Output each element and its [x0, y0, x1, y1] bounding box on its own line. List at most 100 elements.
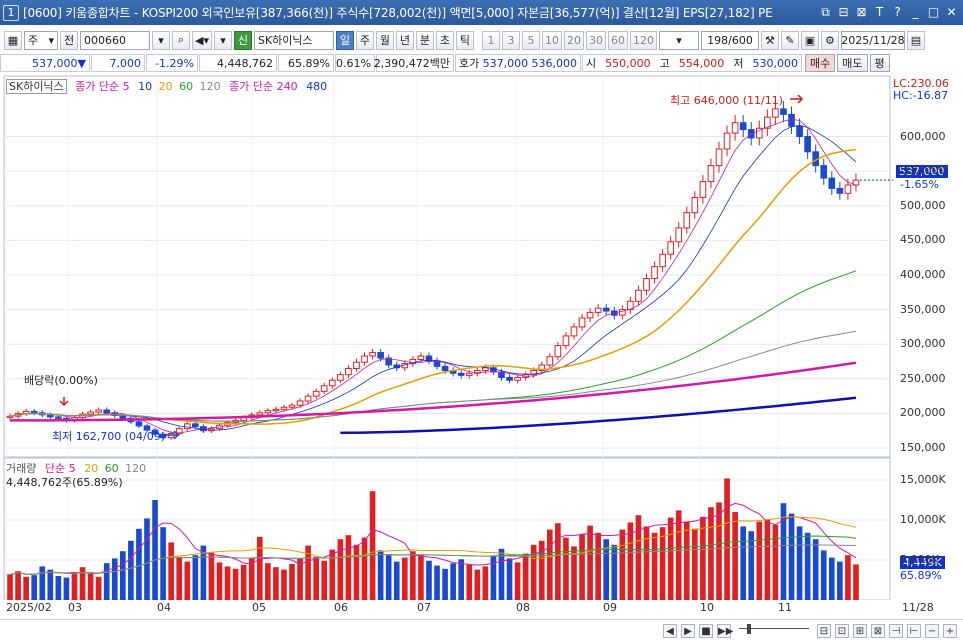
- ma-line-60: [9, 270, 857, 422]
- volume-bar: [176, 556, 183, 600]
- text-icon[interactable]: T: [875, 5, 884, 19]
- interval-20[interactable]: 20: [563, 30, 584, 50]
- layout-icon[interactable]: ⊠: [856, 5, 867, 19]
- period-day[interactable]: 일: [335, 30, 354, 50]
- zoom-in-button[interactable]: +: [943, 623, 957, 638]
- view-2-button[interactable]: ⊡: [835, 623, 849, 638]
- search-button[interactable]: ⌕: [172, 30, 190, 50]
- date-field[interactable]: 2025/11/28: [840, 30, 905, 50]
- candle-body: [320, 385, 328, 392]
- legend-vol-ma-60[interactable]: 60: [104, 462, 119, 475]
- save-button[interactable]: ▣: [800, 30, 819, 50]
- open-price: 550,000: [605, 56, 651, 70]
- sell-button[interactable]: 매도: [837, 54, 868, 72]
- fast-forward-button[interactable]: ▶▶: [717, 623, 734, 638]
- stock-code-input[interactable]: 000660: [80, 30, 150, 50]
- volume-bar: [240, 564, 247, 600]
- sound-button[interactable]: ◀▾: [192, 30, 212, 50]
- credit-badge[interactable]: 신: [233, 30, 252, 50]
- interval-3[interactable]: 3: [501, 30, 520, 50]
- interval-10[interactable]: 10: [541, 30, 562, 50]
- period-minute[interactable]: 분: [415, 30, 434, 50]
- close-button[interactable]: ✕: [946, 5, 957, 19]
- price-legend: SK하이닉스 종가 단순 5 10 20 60 120 종가 단순 240 48…: [6, 78, 332, 94]
- x-tick-label: 03: [68, 601, 82, 614]
- zoom-slider[interactable]: [739, 623, 809, 634]
- view-6-button[interactable]: ⊢: [907, 623, 921, 638]
- split-icon[interactable]: ⊟: [838, 5, 849, 19]
- candle-body: [764, 116, 771, 129]
- legend-vol-ma-20[interactable]: 20: [84, 462, 99, 475]
- prev-button[interactable]: 전: [60, 30, 78, 50]
- legend-ma-120[interactable]: 120: [199, 80, 221, 93]
- interval-30[interactable]: 30: [585, 30, 606, 50]
- buy-button[interactable]: 매수: [805, 54, 836, 72]
- help-icon[interactable]: ?: [894, 5, 901, 19]
- chart-canvas[interactable]: [0, 75, 963, 600]
- count-field[interactable]: 198/600: [700, 30, 759, 50]
- candle-body: [183, 423, 191, 430]
- volume-bar: [635, 515, 642, 600]
- maximize-button[interactable]: □: [927, 5, 940, 19]
- legend-ma-480[interactable]: 480: [306, 80, 328, 93]
- volume-bar: [490, 556, 497, 600]
- title-bar: 1 [0600] 키움종합차트 - KOSPI200 외국인보유[387,366…: [0, 0, 963, 25]
- legend-ma-long[interactable]: 종가 단순 240: [229, 80, 298, 93]
- view-3-button[interactable]: ⊞: [853, 623, 867, 638]
- settings-button[interactable]: ⚙: [820, 30, 839, 50]
- legend-ma-short[interactable]: 종가 단순 5: [75, 80, 130, 93]
- window-number: 1: [3, 4, 19, 21]
- volume-bar: [385, 555, 392, 600]
- interval-1[interactable]: 1: [481, 30, 500, 50]
- view-4-button[interactable]: ⊠: [871, 623, 885, 638]
- view-1-button[interactable]: ⊟: [817, 623, 831, 638]
- period-year[interactable]: 년: [395, 30, 414, 50]
- legend-ma-60[interactable]: 60: [179, 80, 194, 93]
- stop-button[interactable]: ■: [699, 623, 713, 638]
- volume-bar: [256, 536, 263, 600]
- scroll-left-button[interactable]: ◀: [663, 623, 677, 638]
- interval-5[interactable]: 5: [521, 30, 540, 50]
- price-tick-label: 150,000: [900, 441, 946, 455]
- legend-vol-ma-120[interactable]: 120: [125, 462, 147, 475]
- link-window-icon[interactable]: ⧉: [821, 5, 830, 19]
- count-value: 198: [707, 33, 729, 47]
- candle-body: [151, 429, 159, 435]
- down-arrow-icon: ▼: [77, 56, 86, 70]
- period-week[interactable]: 주: [355, 30, 374, 50]
- volume-ma-line-120: [9, 544, 856, 575]
- save-icon: ▣: [804, 33, 816, 47]
- volume-bar: [579, 534, 585, 600]
- interval-120[interactable]: 120: [629, 30, 657, 50]
- calendar-button[interactable]: ▤: [906, 30, 925, 50]
- zoom-slider-handle[interactable]: [747, 623, 751, 634]
- candle-body: [256, 412, 264, 416]
- interval-60[interactable]: 60: [607, 30, 628, 50]
- grid-icon[interactable]: ▦: [4, 30, 22, 50]
- legend-vol-ma[interactable]: 단순 5: [44, 462, 76, 475]
- legend-ma-20[interactable]: 20: [158, 80, 173, 93]
- options-button[interactable]: ▾: [213, 30, 232, 50]
- market-type-select[interactable]: 주 ▾: [24, 30, 58, 50]
- period-second[interactable]: 초: [435, 30, 454, 50]
- x-tick-label: 08: [516, 601, 530, 614]
- indicator-button[interactable]: ⚒: [760, 30, 779, 50]
- custom-interval-select[interactable]: ▾: [658, 30, 699, 50]
- view-5-button[interactable]: ⊣: [889, 623, 903, 638]
- eval-button[interactable]: 평: [869, 54, 890, 72]
- legend-stock-name[interactable]: SK하이닉스: [6, 79, 67, 94]
- draw-button[interactable]: ✎: [780, 30, 799, 50]
- volume-bar: [418, 554, 424, 600]
- volume-bar: [812, 539, 819, 600]
- legend-volume-name[interactable]: 거래량: [6, 462, 37, 475]
- period-tick[interactable]: 틱: [455, 30, 474, 50]
- scroll-right-button[interactable]: ▶: [681, 623, 695, 638]
- volume-bar: [659, 527, 666, 600]
- period-month[interactable]: 월: [375, 30, 394, 50]
- minimize-button[interactable]: _: [912, 5, 919, 19]
- zoom-out-button[interactable]: −: [925, 623, 939, 638]
- legend-ma-10[interactable]: 10: [138, 80, 153, 93]
- dropdown-button[interactable]: ▾: [152, 30, 170, 50]
- candle-body: [602, 307, 610, 312]
- volume-bar: [595, 532, 601, 600]
